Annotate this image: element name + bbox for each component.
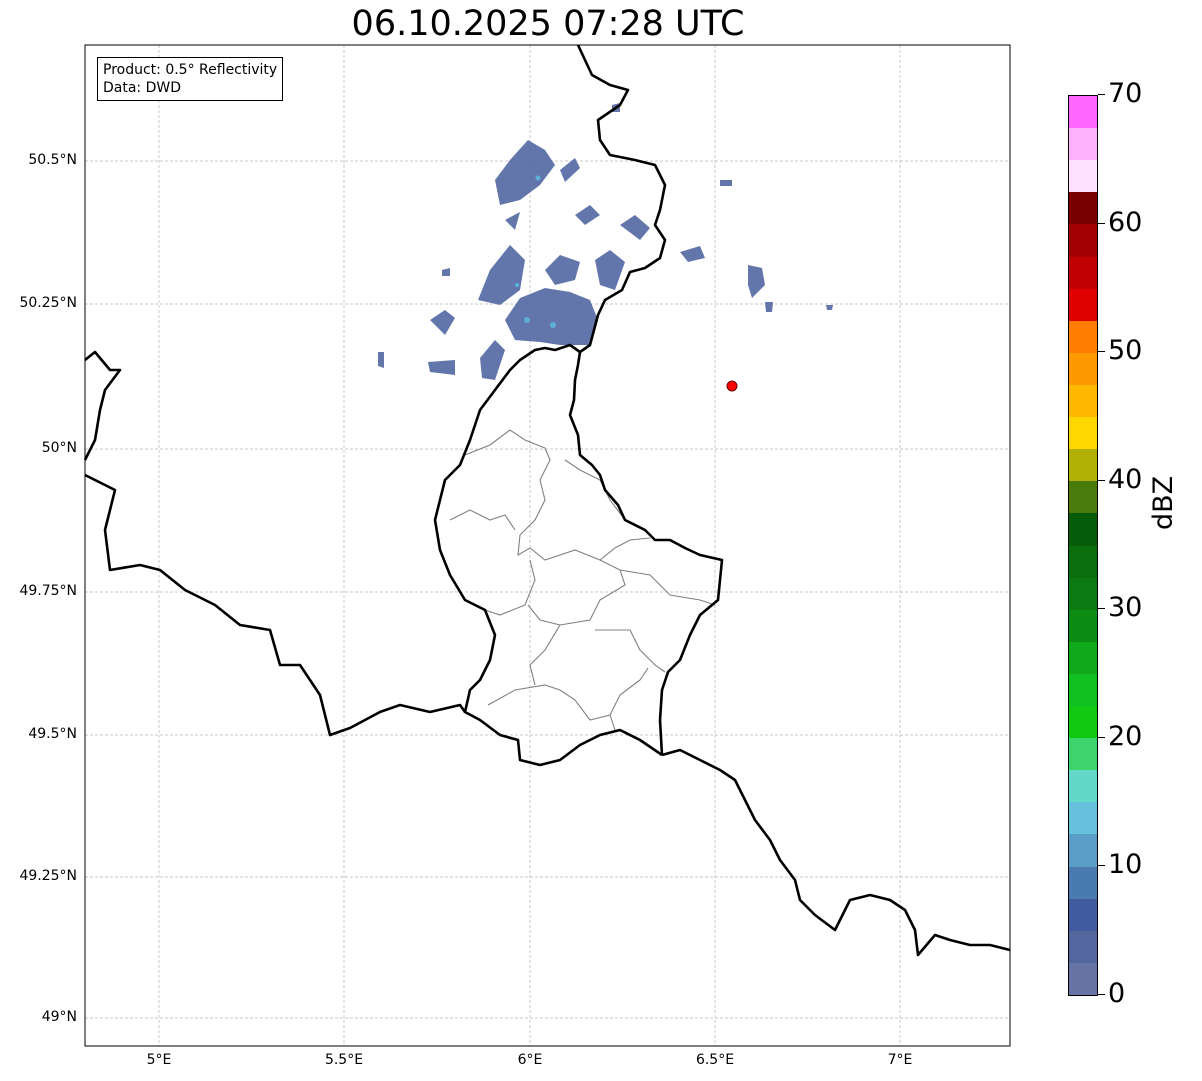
colorbar-bin [1069, 416, 1097, 450]
colorbar-bin [1069, 352, 1097, 385]
map-frame [84, 44, 1011, 1047]
colorbar-bin [1069, 320, 1097, 353]
colorbar-tick-label: 40 [1098, 464, 1142, 495]
colorbar-bin [1069, 898, 1097, 931]
colorbar-tick-label: 20 [1098, 721, 1142, 752]
info-box: Product: 0.5° Reflectivity Data: DWD [97, 57, 284, 101]
colorbar-tick-label: 30 [1098, 592, 1142, 623]
colorbar-tick-label: 60 [1098, 207, 1142, 238]
radar-echoes-light [515, 175, 556, 328]
lat-label: 50°N [41, 440, 77, 456]
radar-echoes [378, 103, 833, 380]
colorbar-bin [1069, 641, 1097, 674]
colorbar-bin [1069, 705, 1097, 739]
map-title: 06.10.2025 07:28 UTC [351, 4, 745, 44]
colorbar-bin [1069, 256, 1097, 289]
colorbar-bin [1069, 930, 1097, 963]
colorbar-bin [1069, 673, 1097, 707]
colorbar-bin [1069, 384, 1097, 418]
colorbar-tick-label: 50 [1098, 335, 1142, 366]
colorbar-bin [1069, 223, 1097, 257]
colorbar-bin [1069, 769, 1097, 803]
colorbar-bin [1069, 95, 1097, 129]
lon-label: 6°E [517, 1052, 543, 1068]
data-source-label: Data: DWD [103, 80, 181, 96]
colorbar-tick-label: 10 [1098, 849, 1142, 880]
lat-label: 50.5°N [28, 152, 77, 168]
colorbar-label: dBZ [1148, 475, 1179, 530]
colorbar-tick-label: 70 [1098, 78, 1142, 109]
colorbar-bin [1069, 801, 1097, 835]
colorbar-bin [1069, 448, 1097, 482]
lon-label: 5°E [146, 1052, 172, 1068]
colorbar-bin [1069, 545, 1097, 578]
colorbar-bin [1069, 127, 1097, 161]
lon-label: 5.5°E [324, 1052, 364, 1068]
colorbar-bin [1069, 191, 1097, 225]
lat-label: 49.5°N [28, 726, 77, 742]
colorbar-bin [1069, 512, 1097, 546]
product-label: Product: 0.5° Reflectivity [103, 62, 278, 78]
colorbar-bin [1069, 159, 1097, 193]
colorbar-tick-label: 0 [1098, 978, 1125, 1009]
colorbar-bin [1069, 288, 1097, 321]
colorbar-bin [1069, 962, 1097, 995]
country-borders [83, 44, 1011, 957]
lon-label: 7°E [887, 1052, 913, 1068]
region-boundaries [449, 429, 716, 731]
lat-label: 50.25°N [19, 295, 77, 311]
colorbar-bin [1069, 609, 1097, 642]
lat-label: 49.75°N [19, 583, 77, 599]
colorbar-bin [1069, 480, 1097, 514]
site-marker[interactable] [726, 380, 738, 392]
lat-label: 49°N [41, 1009, 77, 1025]
colorbar-bin [1069, 737, 1097, 771]
colorbar-bin [1069, 577, 1097, 610]
colorbar [1068, 95, 1098, 996]
colorbar-bin [1069, 833, 1097, 867]
lat-label: 49.25°N [19, 868, 77, 884]
lon-label: 6.5°E [695, 1052, 735, 1068]
colorbar-bin [1069, 866, 1097, 899]
